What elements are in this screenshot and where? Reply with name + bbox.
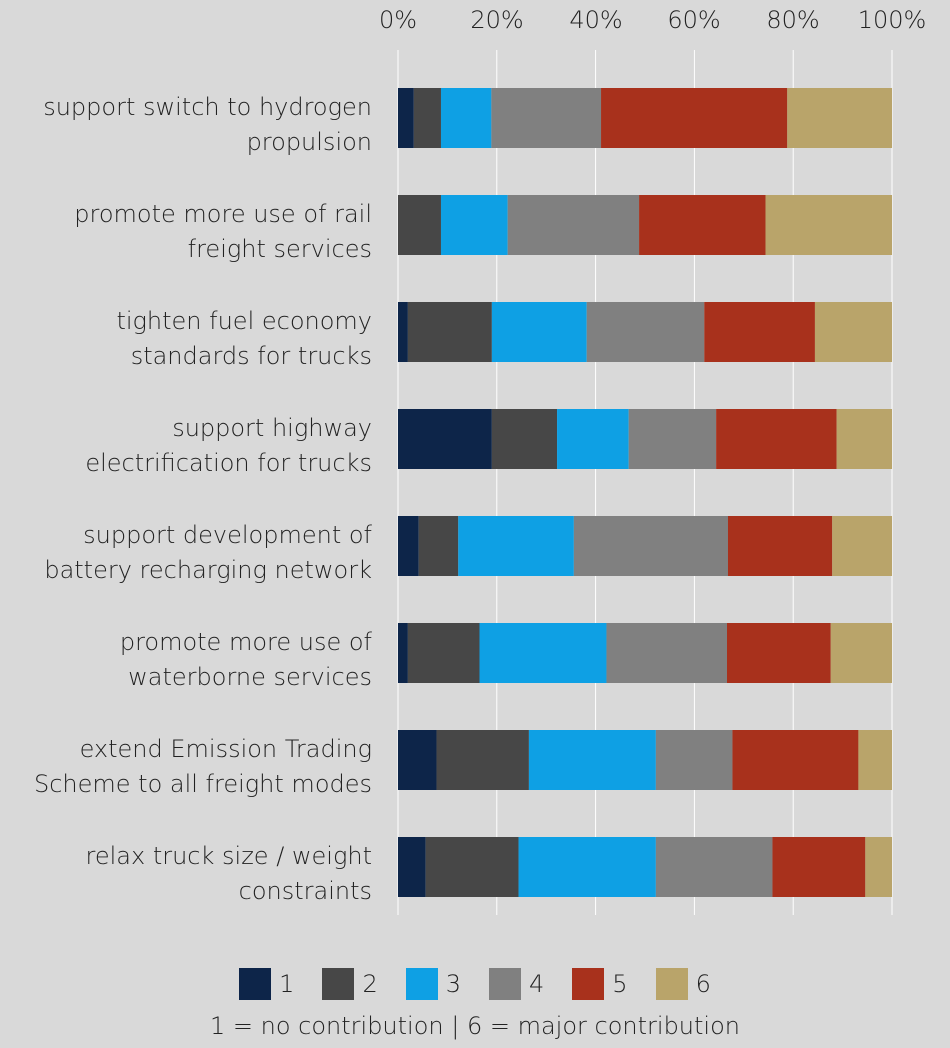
legend-item: 6 <box>655 968 711 1000</box>
x-tick-label: 80% <box>766 6 820 34</box>
bar-segment-2 <box>425 837 519 897</box>
legend-item: 5 <box>572 968 628 1000</box>
legend-label: 3 <box>445 970 461 998</box>
x-tick-label: 40% <box>569 6 623 34</box>
bar-segment-4 <box>507 195 640 255</box>
bar-segment-3 <box>557 409 629 469</box>
bar-segment-6 <box>865 837 892 897</box>
legend-swatch <box>405 968 438 1000</box>
category-label: promote more use of rail freight services <box>74 200 372 263</box>
bar-segment-1 <box>398 88 414 148</box>
legend-label: 1 <box>279 970 295 998</box>
bar-segment-5 <box>704 302 815 362</box>
bar-segment-6 <box>832 516 892 576</box>
bar-segment-2 <box>398 195 441 255</box>
chart-legend: 1 2 3 4 5 6 <box>0 968 950 1000</box>
x-tick-label: 20% <box>470 6 524 34</box>
bar-segment-2 <box>413 88 441 148</box>
bar-segment-6 <box>765 195 892 255</box>
bar-segment-6 <box>830 623 892 683</box>
bar-segment-1 <box>398 730 437 790</box>
bar-segment-4 <box>606 623 728 683</box>
legend-label: 4 <box>529 970 545 998</box>
legend-item: 1 <box>239 968 294 1000</box>
legend-label: 2 <box>362 970 378 998</box>
stacked-bar-chart: 0% 20% 40% 60% 80% 100% support switch t… <box>33 6 927 915</box>
bar-segment-5 <box>732 730 859 790</box>
legend-swatch <box>322 968 355 1000</box>
category-label: promote more use of waterborne services <box>119 628 372 691</box>
bar-segment-2 <box>436 730 529 790</box>
bar-segment-2 <box>407 623 480 683</box>
legend-swatch <box>239 968 272 1000</box>
legend-swatch <box>655 968 688 1000</box>
bar-segment-3 <box>479 623 607 683</box>
bar-segment-4 <box>655 837 773 897</box>
bar-segment-6 <box>787 88 892 148</box>
bar-segment-2 <box>418 516 459 576</box>
bar-segment-3 <box>440 195 508 255</box>
bar-segment-3 <box>440 88 492 148</box>
legend-swatch <box>572 968 605 1000</box>
bar-segment-5 <box>727 623 831 683</box>
bar-segment-4 <box>655 730 733 790</box>
bar-segment-1 <box>398 516 419 576</box>
category-label: support development of battery recharging… <box>44 521 372 584</box>
plot-area <box>397 50 893 915</box>
bar-segment-3 <box>518 837 656 897</box>
bar-segment-1 <box>398 302 408 362</box>
bar-segment-5 <box>727 516 833 576</box>
bar-segment-6 <box>814 302 892 362</box>
category-label: support highway electrification for truck… <box>85 414 372 477</box>
category-label: relax truck size / weight constraints <box>85 842 373 905</box>
legend-label: 6 <box>695 970 711 998</box>
bar-segment-5 <box>772 837 866 897</box>
legend-label: 5 <box>612 970 628 998</box>
category-label: tighten fuel economy standards for trucks <box>116 307 372 370</box>
legend-item: 3 <box>405 968 461 1000</box>
category-label: extend Emission Trading Scheme to all fre… <box>33 735 372 798</box>
legend-item: 2 <box>322 968 378 1000</box>
bar-segment-2 <box>491 409 558 469</box>
bar-segment-2 <box>407 302 492 362</box>
bar-segment-4 <box>628 409 717 469</box>
x-tick-label: 0% <box>378 6 418 34</box>
bar-segment-1 <box>398 409 492 469</box>
bar-segment-1 <box>398 623 408 683</box>
legend-swatch <box>489 968 521 1000</box>
category-label: support switch to hydrogen propulsion <box>43 93 372 156</box>
bar-segment-5 <box>601 88 788 148</box>
bar-segment-5 <box>639 195 766 255</box>
x-tick-label: 100% <box>857 6 927 34</box>
bar-segment-1 <box>398 837 426 897</box>
bar-segment-3 <box>458 516 574 576</box>
bar-segment-3 <box>491 302 587 362</box>
legend-item: 4 <box>489 968 544 1000</box>
bar-segment-3 <box>528 730 656 790</box>
scale-note: 1 = no contribution | 6 = major contribu… <box>210 1012 740 1040</box>
x-tick-label: 60% <box>667 6 721 34</box>
bar-segment-5 <box>716 409 837 469</box>
bar-segment-6 <box>858 730 892 790</box>
bar-segment-4 <box>586 302 705 362</box>
bar-segment-4 <box>491 88 602 148</box>
bar-segment-4 <box>573 516 728 576</box>
bar-segment-6 <box>836 409 892 469</box>
